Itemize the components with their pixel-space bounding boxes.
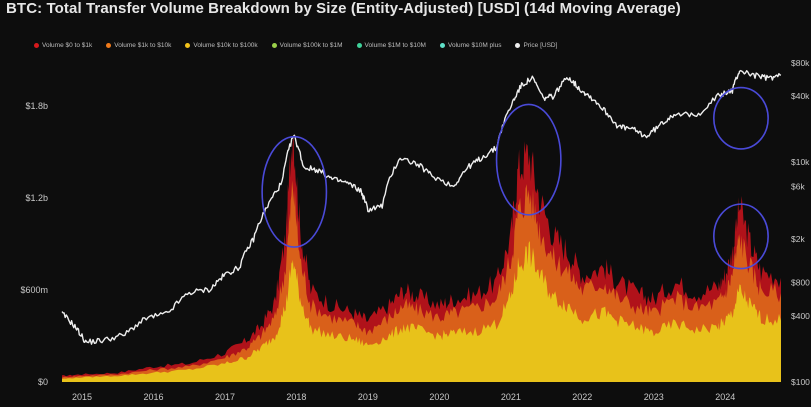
y-right-tick-label: $10k — [791, 157, 810, 167]
x-tick-label: 2021 — [501, 392, 521, 402]
y-left-tick-label: $0 — [38, 377, 48, 387]
legend-item-300-3000[interactable]: Volume $10k to $100k — [185, 42, 258, 49]
legend-label: Price [USD] — [523, 42, 558, 49]
price-line-layer — [61, 69, 782, 345]
y-left-tick-label: $600m — [20, 285, 48, 295]
legend-item-300000-plus[interactable]: Volume $10M plus — [439, 42, 502, 49]
y-right-tick-label: $400 — [791, 311, 810, 321]
x-tick-label: 2019 — [358, 392, 378, 402]
legend-item-price[interactable]: Price [USD] — [515, 42, 557, 49]
y-right-tick-label: $2k — [791, 234, 805, 244]
legend-item-30-300[interactable]: Volume $1k to $10k — [106, 42, 171, 49]
annotation-circles — [261, 86, 769, 270]
legend-dot — [271, 43, 277, 48]
x-tick-label: 2023 — [644, 392, 664, 402]
price-line — [61, 69, 782, 345]
y-left-tick-label: $1.8b — [25, 101, 48, 111]
x-tick-label: 2018 — [286, 392, 306, 402]
highlight-2024-price — [713, 86, 769, 150]
y-right-tick-label: $100 — [791, 377, 810, 387]
x-tick-label: 2020 — [429, 392, 449, 402]
y-axis-right: $100 $400 $800 $2k $6k $10k $40k $80k — [791, 58, 810, 387]
legend-dot — [34, 43, 39, 48]
chart-legend: Volume $0 to $1k Volume $1k to $10k Volu… — [34, 42, 557, 49]
legend-label: Volume $10k to $100k — [193, 42, 258, 49]
y-right-tick-label: $800 — [791, 278, 810, 288]
legend-item-3000-30000[interactable]: Volume $100k to $1M — [271, 42, 343, 49]
legend-label: Volume $10M plus — [447, 42, 502, 49]
legend-dot — [185, 43, 191, 48]
y-axis-left: $0 $600m $1.2b $1.8b — [20, 101, 48, 387]
x-tick-label: 2017 — [215, 392, 235, 402]
x-tick-label: 2022 — [572, 392, 592, 402]
legend-dot — [106, 43, 112, 48]
legend-item-0-30[interactable]: Volume $0 to $1k — [34, 42, 92, 49]
area-volume-10k-to-100k — [62, 241, 781, 382]
x-tick-label: 2015 — [72, 392, 92, 402]
legend-dot — [356, 43, 362, 48]
highlight-2021-peak — [495, 103, 562, 216]
y-right-tick-label: $6k — [791, 182, 805, 192]
y-right-tick-label: $80k — [791, 58, 810, 68]
volume-area-layers — [62, 138, 781, 382]
legend-dot — [439, 43, 445, 48]
legend-label: Volume $0 to $1k — [42, 42, 93, 49]
legend-dot — [515, 43, 521, 48]
x-tick-label: 2016 — [143, 392, 163, 402]
legend-label: Volume $1k to $10k — [114, 42, 172, 49]
chart-title: BTC: Total Transfer Volume Breakdown by … — [6, 0, 681, 17]
x-axis: 2015 2016 2017 2018 2019 2020 2021 2022 2023 2024 — [72, 392, 735, 402]
highlight-2024-volume — [713, 203, 769, 270]
legend-label: Volume $1M to $10M — [364, 42, 426, 49]
y-right-tick-label: $40k — [791, 91, 810, 101]
highlight-2017-peak — [261, 135, 328, 248]
legend-label: Volume $100k to $1M — [279, 42, 343, 49]
legend-item-30000-300000[interactable]: Volume $1M to $10M — [356, 42, 426, 49]
x-tick-label: 2024 — [715, 392, 735, 402]
y-left-tick-label: $1.2b — [25, 193, 48, 203]
